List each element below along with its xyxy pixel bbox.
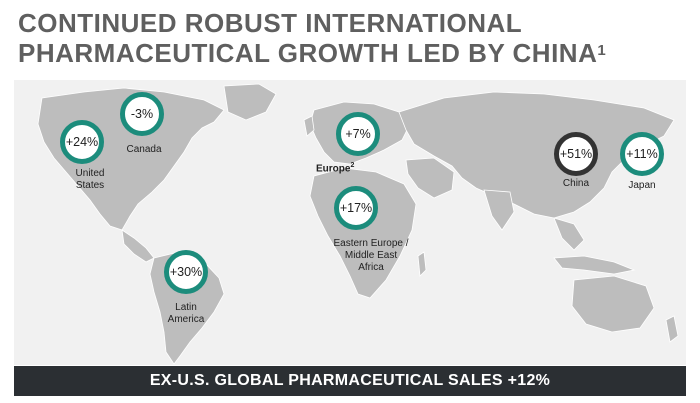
uk-landmass [303, 115, 315, 137]
eeme-label-line-1: Eastern Europe / [333, 238, 409, 249]
latam-growth-value: +30% [169, 265, 203, 279]
us-label-line-1: United [75, 168, 105, 179]
china-growth-bubble: +51% [554, 132, 598, 176]
title-line-1: CONTINUED ROBUST INTERNATIONAL [18, 8, 523, 38]
title-line-2-text: PHARMACEUTICAL GROWTH LED BY CHINA [18, 38, 598, 68]
europe-footnote: 2 [350, 162, 355, 169]
eeme-growth-bubble: +17% [334, 186, 378, 230]
eeme-label: Eastern Europe / Middle East Africa [326, 238, 416, 274]
canada-growth-bubble: -3% [120, 92, 164, 136]
china-label: China [546, 178, 606, 190]
europe-label-text: Europe [316, 163, 351, 175]
china-label-line-1: China [562, 178, 590, 189]
japan-label: Japan [612, 180, 672, 192]
europe-growth-value: +7% [345, 127, 371, 141]
latam-label-line-2: America [167, 314, 205, 325]
japan-growth-value: +11% [626, 147, 658, 161]
latam-growth-bubble: +30% [164, 250, 208, 294]
world-map-panel: +24% United States -3% Canada +7% Europe… [14, 80, 686, 365]
canada-label-line-1: Canada [126, 144, 162, 155]
latam-label-line-1: Latin [175, 302, 197, 313]
canada-label: Canada [114, 144, 174, 156]
southeast-asia-landmass [553, 217, 585, 251]
greenland-landmass [223, 83, 277, 121]
india-landmass [483, 189, 515, 231]
latam-label: Latin America [156, 302, 216, 326]
china-growth-value: +51% [559, 147, 593, 161]
japan-label-line-1: Japan [628, 180, 656, 191]
madagascar-landmass [417, 251, 427, 277]
us-label: United States [60, 168, 120, 192]
europe-label: Europe2 [316, 160, 376, 175]
central-america-landmass [121, 229, 155, 263]
canada-growth-value: -3% [130, 107, 154, 121]
us-label-line-2: States [75, 180, 105, 191]
us-growth-value: +24% [65, 135, 99, 149]
us-growth-bubble: +24% [60, 120, 104, 164]
asia-landmass [398, 91, 675, 219]
europe-growth-bubble: +7% [336, 112, 380, 156]
title-footnote: 1 [597, 42, 607, 59]
australia-landmass [571, 275, 655, 333]
eeme-growth-value: +17% [339, 201, 373, 215]
page-title: CONTINUED ROBUST INTERNATIONAL PHARMACEU… [18, 8, 678, 68]
indonesia-landmass [553, 255, 636, 275]
footer-text: EX-U.S. GLOBAL PHARMACEUTICAL SALES +12% [149, 372, 551, 389]
new-zealand-landmass [665, 315, 679, 343]
japan-growth-bubble: +11% [620, 132, 664, 176]
eeme-label-line-3: Africa [358, 262, 384, 273]
footer-banner: EX-U.S. GLOBAL PHARMACEUTICAL SALES +12% [14, 366, 686, 396]
eeme-label-line-2: Middle East [344, 250, 398, 261]
middle-east-landmass [405, 157, 455, 199]
title-line-2: PHARMACEUTICAL GROWTH LED BY CHINA1 [18, 38, 678, 68]
